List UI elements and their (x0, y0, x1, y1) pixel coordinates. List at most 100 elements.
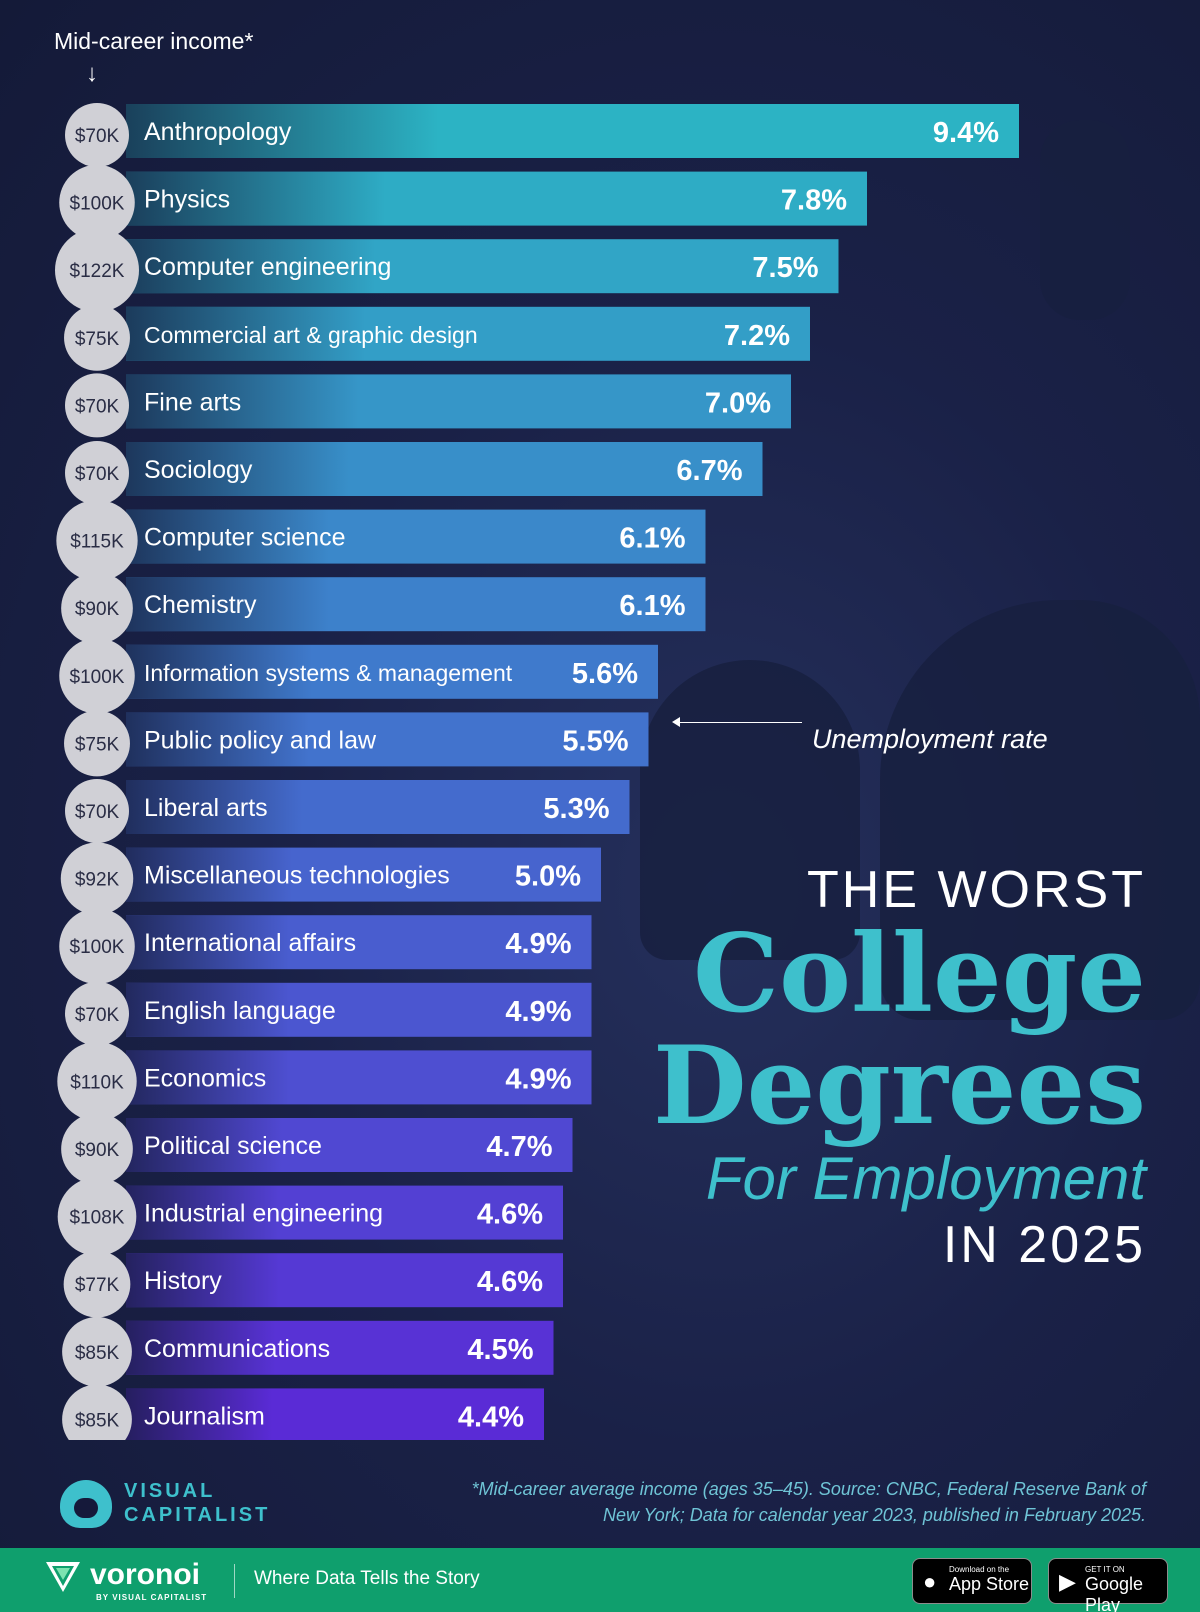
value-label: 4.4% (458, 1401, 524, 1433)
value-label: 4.9% (505, 996, 571, 1028)
google-play-text: Google Play (1085, 1574, 1144, 1612)
bar-shade (126, 1118, 573, 1172)
value-label: 6.1% (619, 590, 685, 622)
bar-shade (126, 915, 592, 970)
vc-logo-icon (60, 1480, 112, 1528)
income-label: $92K (75, 870, 120, 891)
apple-icon: ● (923, 1569, 937, 1594)
google-play-small-text: GET IT ON (1085, 1565, 1125, 1574)
income-label: $110K (70, 1072, 124, 1093)
bar-shade (126, 509, 706, 564)
category-label: Journalism (144, 1402, 265, 1430)
category-label: Communications (144, 1335, 330, 1363)
logo-text-line-2: CAPITALIST (124, 1504, 271, 1526)
bar-shade (126, 780, 630, 834)
title-line-3: Degrees (652, 1023, 1146, 1149)
income-label: $75K (75, 734, 120, 755)
value-label: 4.6% (477, 1199, 543, 1231)
income-circle (61, 572, 133, 645)
income-label: $115K (70, 532, 124, 553)
category-label: Economics (144, 1064, 266, 1092)
category-label: Fine arts (144, 388, 241, 416)
income-circle (57, 1041, 137, 1122)
category-label: Chemistry (144, 591, 257, 619)
income-circle (64, 304, 130, 371)
annotation-line (676, 722, 802, 723)
source-line-1: *Mid-career average income (ages 35–45).… (471, 1479, 1146, 1499)
value-label: 4.9% (505, 1063, 571, 1095)
income-label: $122K (70, 261, 125, 282)
value-label: 5.6% (572, 658, 638, 690)
bar-shade (126, 1050, 592, 1105)
bar-shade (126, 104, 1019, 158)
background-silhouette (640, 660, 860, 960)
income-circle (59, 908, 135, 984)
title-line-4: For Employment (705, 1145, 1146, 1212)
income-circle (62, 1384, 132, 1440)
bar-shade (126, 239, 839, 294)
income-label: $70K (75, 1005, 120, 1026)
income-circle (61, 1113, 133, 1185)
bar-shade (126, 171, 867, 226)
category-label: Political science (144, 1132, 322, 1160)
bar-shade (126, 1253, 563, 1308)
down-arrow-icon: ↓ (86, 60, 98, 87)
category-label: Sociology (144, 456, 253, 484)
income-label: $70K (75, 126, 120, 147)
income-label: $90K (75, 1140, 120, 1161)
title-line-5: IN 2025 (942, 1216, 1146, 1274)
value-label: 7.5% (752, 252, 818, 284)
value-label: 4.6% (477, 1266, 543, 1298)
category-label: Physics (144, 186, 230, 214)
income-circle (65, 373, 129, 438)
bar-shade (126, 847, 601, 902)
value-label: 6.7% (676, 455, 742, 487)
app-store-badge[interactable]: ● Download on the App Store (912, 1558, 1032, 1604)
voronoi-logo-icon (46, 1562, 80, 1592)
category-label: Liberal arts (144, 794, 268, 822)
value-label: 4.9% (505, 928, 571, 960)
income-label: $90K (75, 599, 120, 620)
income-label: $75K (75, 329, 120, 350)
value-label: 9.4% (933, 117, 999, 149)
category-label: Industrial engineering (144, 1200, 383, 1228)
footer-divider (234, 1564, 235, 1598)
voronoi-subtext: BY VISUAL CAPITALIST (96, 1593, 208, 1602)
category-label: International affairs (144, 929, 356, 957)
title-line-2: College (693, 911, 1146, 1037)
category-label: History (144, 1267, 222, 1295)
bar-shade (126, 374, 791, 429)
income-label: $70K (75, 464, 120, 485)
footer-bar: voronoi BY VISUAL CAPITALIST Where Data … (0, 1548, 1200, 1612)
category-label: Public policy and law (144, 726, 377, 754)
bar-chart: $70K Anthropology 9.4% $100K Physics 7.8% $122… (55, 103, 1019, 1440)
income-label: $100K (70, 937, 125, 958)
category-label: Commercial art & graphic design (144, 322, 478, 348)
bar-shade (126, 1388, 544, 1440)
category-label: English language (144, 997, 336, 1025)
income-circle (65, 981, 129, 1046)
voronoi-wordmark: voronoi (90, 1558, 200, 1591)
app-store-text: App Store (949, 1574, 1030, 1594)
value-label: 5.0% (515, 861, 581, 893)
category-label: Anthropology (144, 118, 292, 146)
category-label: Computer science (144, 524, 345, 552)
annotation-text: Unemployment rate (812, 724, 1048, 754)
value-label: 4.7% (486, 1131, 552, 1163)
background-silhouette (1040, 120, 1130, 320)
bar-shade (126, 712, 649, 767)
income-label: $77K (75, 1275, 120, 1296)
google-play-badge[interactable]: ▶ GET IT ON Google Play (1048, 1558, 1168, 1612)
tagline: Where Data Tells the Story (254, 1568, 480, 1589)
value-label: 5.5% (562, 725, 628, 757)
bar-shade (126, 577, 706, 632)
bar-shade (126, 644, 658, 699)
bar-shade (126, 442, 763, 496)
value-label: 6.1% (619, 523, 685, 555)
value-label: 7.8% (781, 185, 847, 217)
income-circle (59, 164, 135, 241)
income-label: $70K (75, 396, 120, 417)
income-circle (64, 710, 130, 777)
category-label: Information systems & management (144, 660, 513, 686)
